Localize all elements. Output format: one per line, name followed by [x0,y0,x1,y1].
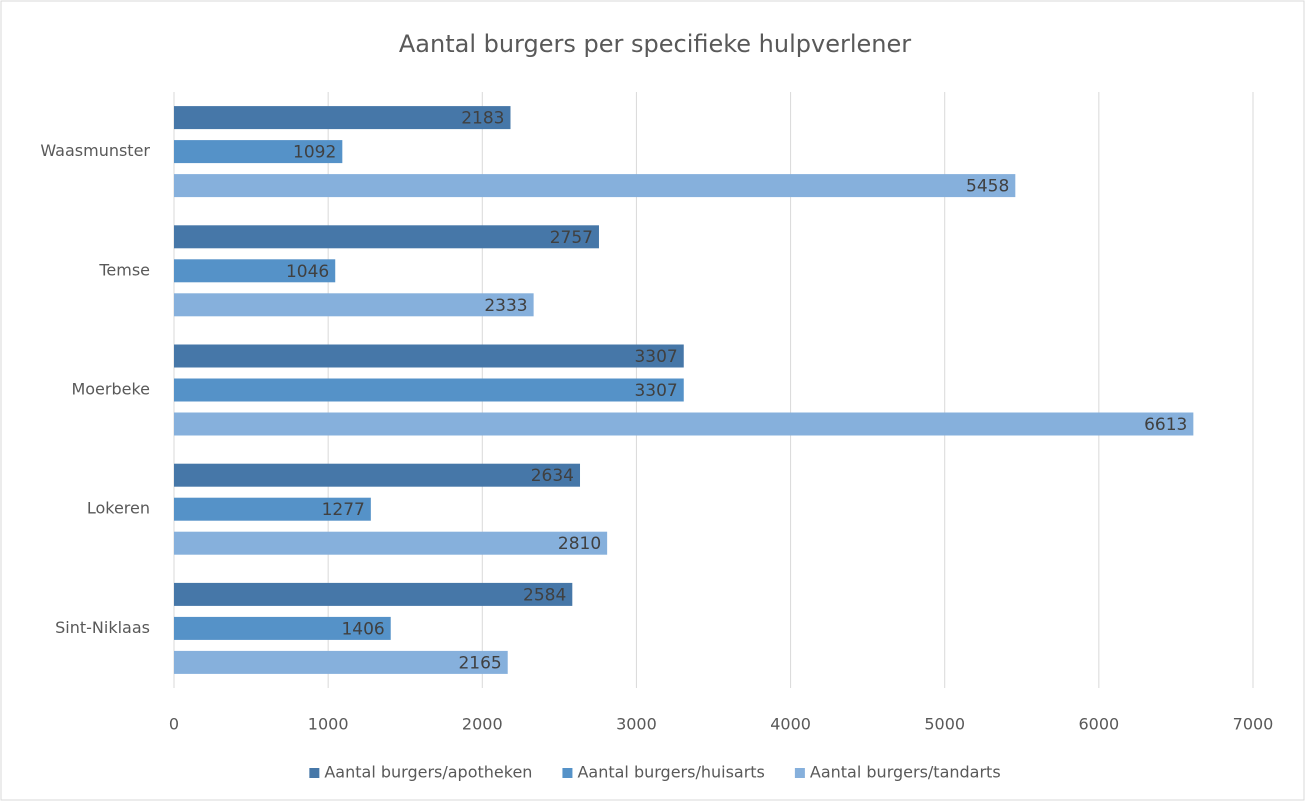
y-tick-label: Moerbeke [71,380,150,399]
x-tick-label: 4000 [770,715,811,734]
bar [174,106,511,130]
x-tick-label: 6000 [1078,715,1119,734]
y-tick-label: Lokeren [87,499,150,518]
bar [174,531,608,555]
x-tick-label: 3000 [616,715,657,734]
chart-title: Aantal burgers per specifieke hulpverlen… [399,30,911,58]
data-label: 1092 [293,143,336,163]
bar [174,650,508,674]
bar [174,378,684,402]
data-label: 2183 [461,109,504,129]
bar [174,293,534,317]
bar [174,344,684,368]
data-label: 1046 [286,262,329,282]
data-label: 2634 [531,466,574,486]
data-label: 2810 [558,534,601,554]
x-tick-label: 1000 [308,715,349,734]
x-tick-label: 0 [169,715,179,734]
x-tick-label: 5000 [924,715,965,734]
bar [174,225,599,249]
x-tick-label: 7000 [1233,715,1274,734]
bar [174,582,573,606]
data-label: 1277 [322,500,365,520]
legend-swatch [309,768,320,778]
legend-label: Aantal burgers/tandarts [810,763,1001,782]
bar [174,412,1194,436]
legend-label: Aantal burgers/apotheken [324,763,532,782]
legend-swatch [794,768,805,778]
bar [174,463,581,487]
data-label: 2757 [550,228,593,248]
bar [174,174,1016,198]
data-label: 1406 [341,619,384,639]
legend-swatch [562,768,573,778]
legend-label: Aantal burgers/huisarts [577,763,764,782]
data-label: 3307 [634,347,677,367]
data-label: 3307 [634,381,677,401]
data-label: 2165 [458,653,501,673]
bar [174,140,343,164]
data-label: 5458 [966,177,1009,197]
y-tick-label: Waasmunster [40,141,150,160]
data-label: 6613 [1144,415,1187,435]
data-label: 2584 [523,585,566,605]
x-tick-label: 2000 [462,715,503,734]
y-tick-label: Temse [98,260,150,279]
y-tick-label: Sint-Niklaas [55,618,150,637]
bar [174,497,371,521]
data-label: 2333 [484,296,527,316]
bar [174,259,336,283]
bar [174,616,391,640]
